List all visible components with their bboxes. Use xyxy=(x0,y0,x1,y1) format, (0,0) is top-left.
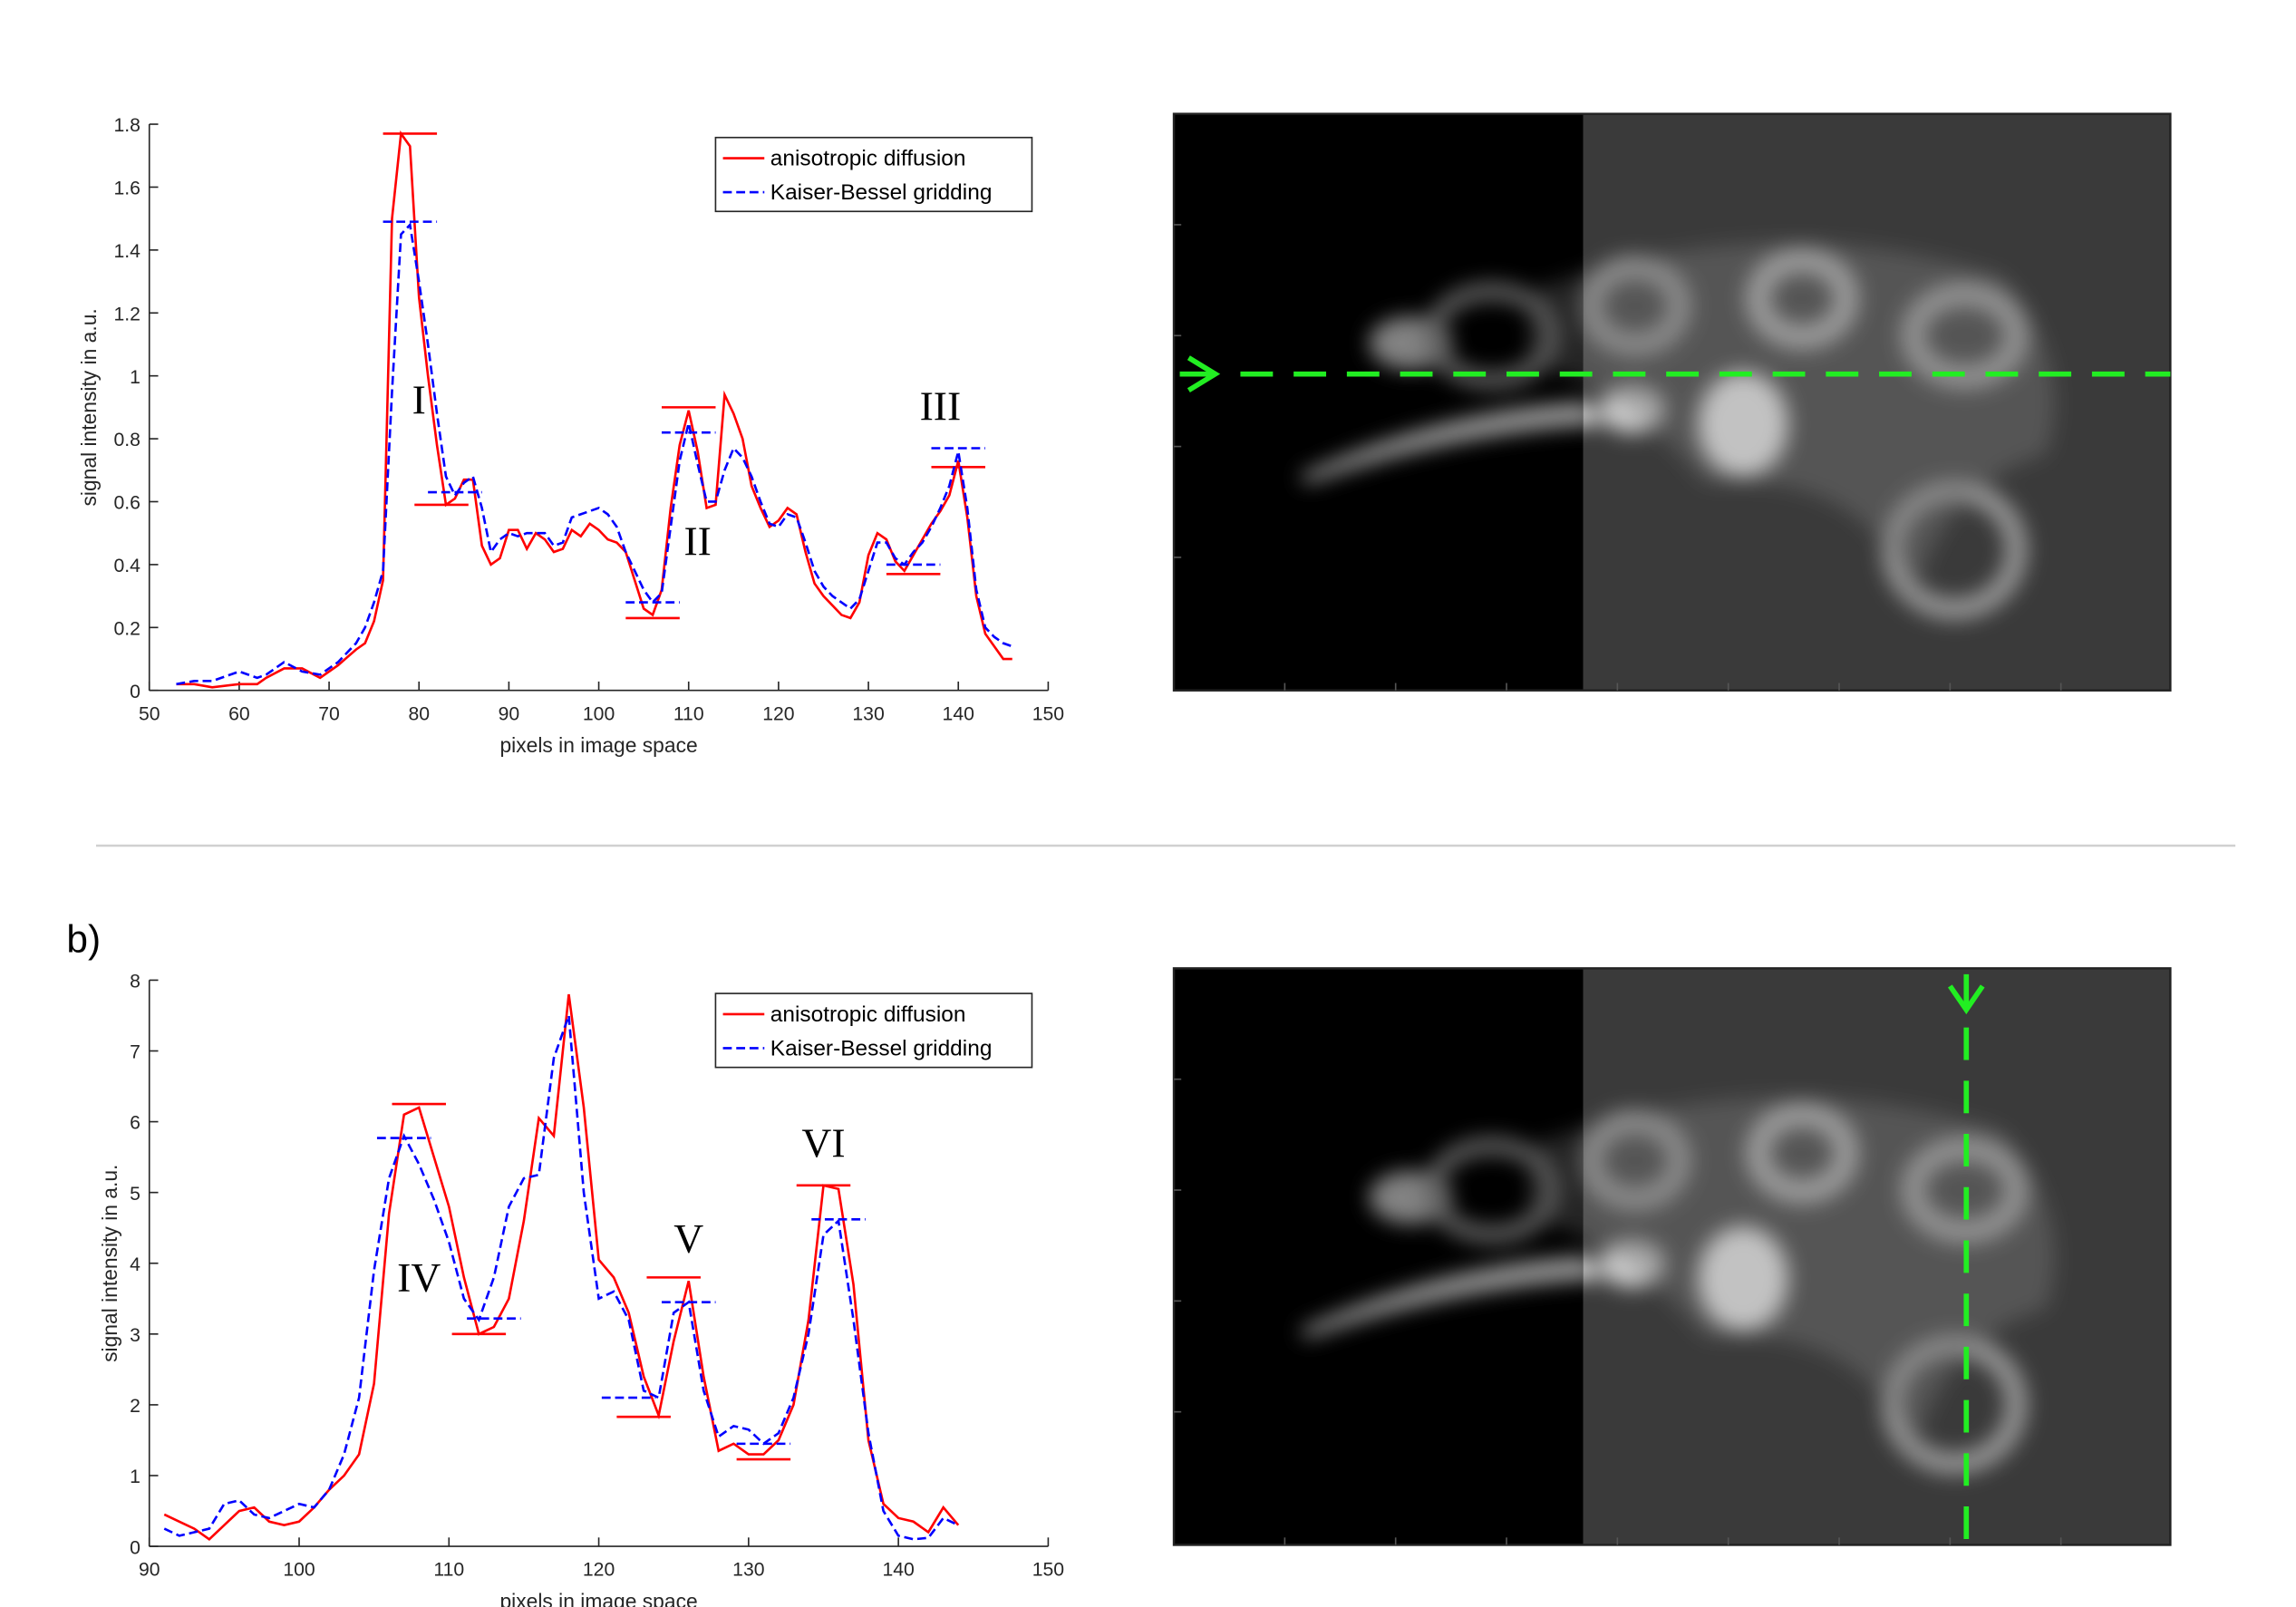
x-tick-label: 120 xyxy=(583,1560,615,1581)
series-line xyxy=(163,1015,959,1541)
y-tick-label: 7 xyxy=(130,1042,140,1063)
y-tick-label: 8 xyxy=(130,972,140,992)
x-tick-label: 100 xyxy=(283,1560,315,1581)
x-tick-label: 80 xyxy=(408,703,430,724)
y-tick-label: 3 xyxy=(130,1325,140,1346)
image-top xyxy=(1174,114,2170,691)
y-tick-label: 0 xyxy=(130,682,140,702)
y-tick-label: 4 xyxy=(130,1254,140,1275)
legend-label: anisotropic diffusion xyxy=(770,1002,966,1027)
x-tick-label: 70 xyxy=(318,703,340,724)
y-axis-label: signal intensity in a.u. xyxy=(98,1165,121,1362)
chart: 90 100 110 120 130 140 150 0 1 2 3 4 5 6 7 8 pixels in i… xyxy=(98,972,1064,1607)
y-tick-label: 0.8 xyxy=(113,430,140,450)
x-tick-label: 110 xyxy=(673,703,704,724)
annotation: II xyxy=(683,518,711,564)
x-tick-label: 50 xyxy=(139,703,160,724)
y-tick-label: 2 xyxy=(130,1396,140,1417)
y-axis-label: signal intensity in a.u. xyxy=(77,308,101,506)
y-tick-label: 1.2 xyxy=(113,304,140,324)
y-tick-label: 6 xyxy=(130,1113,140,1134)
annotation: VI xyxy=(801,1120,845,1167)
x-tick-label: 150 xyxy=(1032,1560,1064,1581)
x-tick-label: 90 xyxy=(499,703,520,724)
annotation: I xyxy=(412,376,426,422)
x-tick-label: 140 xyxy=(943,703,974,724)
x-tick-label: 150 xyxy=(1032,703,1064,724)
y-tick-label: 1.8 xyxy=(113,115,140,136)
x-tick-label: 130 xyxy=(732,1560,764,1581)
x-tick-label: 120 xyxy=(762,703,794,724)
x-tick-label: 100 xyxy=(583,703,615,724)
x-tick-label: 140 xyxy=(882,1560,914,1581)
image-bottom xyxy=(1174,968,2170,1544)
y-tick-label: 0 xyxy=(130,1537,140,1558)
series-line xyxy=(176,130,1012,689)
legend-box xyxy=(714,136,1033,213)
legend-box xyxy=(714,992,1033,1069)
legend-label: Kaiser-Bessel gridding xyxy=(770,1037,993,1061)
legend-label: anisotropic diffusion xyxy=(770,147,966,171)
x-tick-label: 110 xyxy=(433,1560,464,1581)
chart: 50 60 70 80 90 100 110 120 130 140 150 0 0.2 0.4 0.6 0.… xyxy=(77,115,1064,757)
annotation: V xyxy=(673,1215,703,1262)
y-tick-label: 1.6 xyxy=(113,179,140,199)
series-line xyxy=(176,222,1013,686)
y-tick-label: 1 xyxy=(130,1467,140,1487)
y-tick-label: 0.4 xyxy=(113,556,140,576)
x-tick-label: 130 xyxy=(852,703,884,724)
x-tick-label: 60 xyxy=(228,703,250,724)
series-line xyxy=(163,993,960,1541)
panel-label: b) xyxy=(66,917,101,960)
y-tick-label: 0.2 xyxy=(113,618,140,639)
legend-label: Kaiser-Bessel gridding xyxy=(770,180,993,205)
x-axis-label: pixels in image space xyxy=(499,1590,697,1607)
x-tick-label: 90 xyxy=(139,1560,160,1581)
y-tick-label: 1.4 xyxy=(113,241,140,262)
y-tick-label: 1 xyxy=(130,367,140,388)
x-axis-label: pixels in image space xyxy=(499,733,697,757)
y-tick-label: 0.6 xyxy=(113,493,140,514)
y-tick-label: 5 xyxy=(130,1184,140,1205)
annotation: III xyxy=(920,382,962,429)
annotation: IV xyxy=(397,1254,441,1301)
